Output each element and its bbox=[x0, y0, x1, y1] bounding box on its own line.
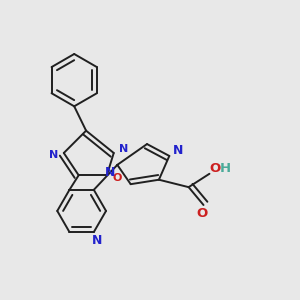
Text: O: O bbox=[196, 207, 208, 220]
Text: N: N bbox=[50, 150, 58, 160]
Text: N: N bbox=[119, 144, 128, 154]
Text: H: H bbox=[220, 162, 231, 175]
Text: N: N bbox=[105, 166, 115, 179]
Text: O: O bbox=[112, 173, 122, 183]
Text: N: N bbox=[92, 234, 102, 247]
Text: N: N bbox=[173, 144, 183, 157]
Text: O: O bbox=[210, 162, 221, 175]
